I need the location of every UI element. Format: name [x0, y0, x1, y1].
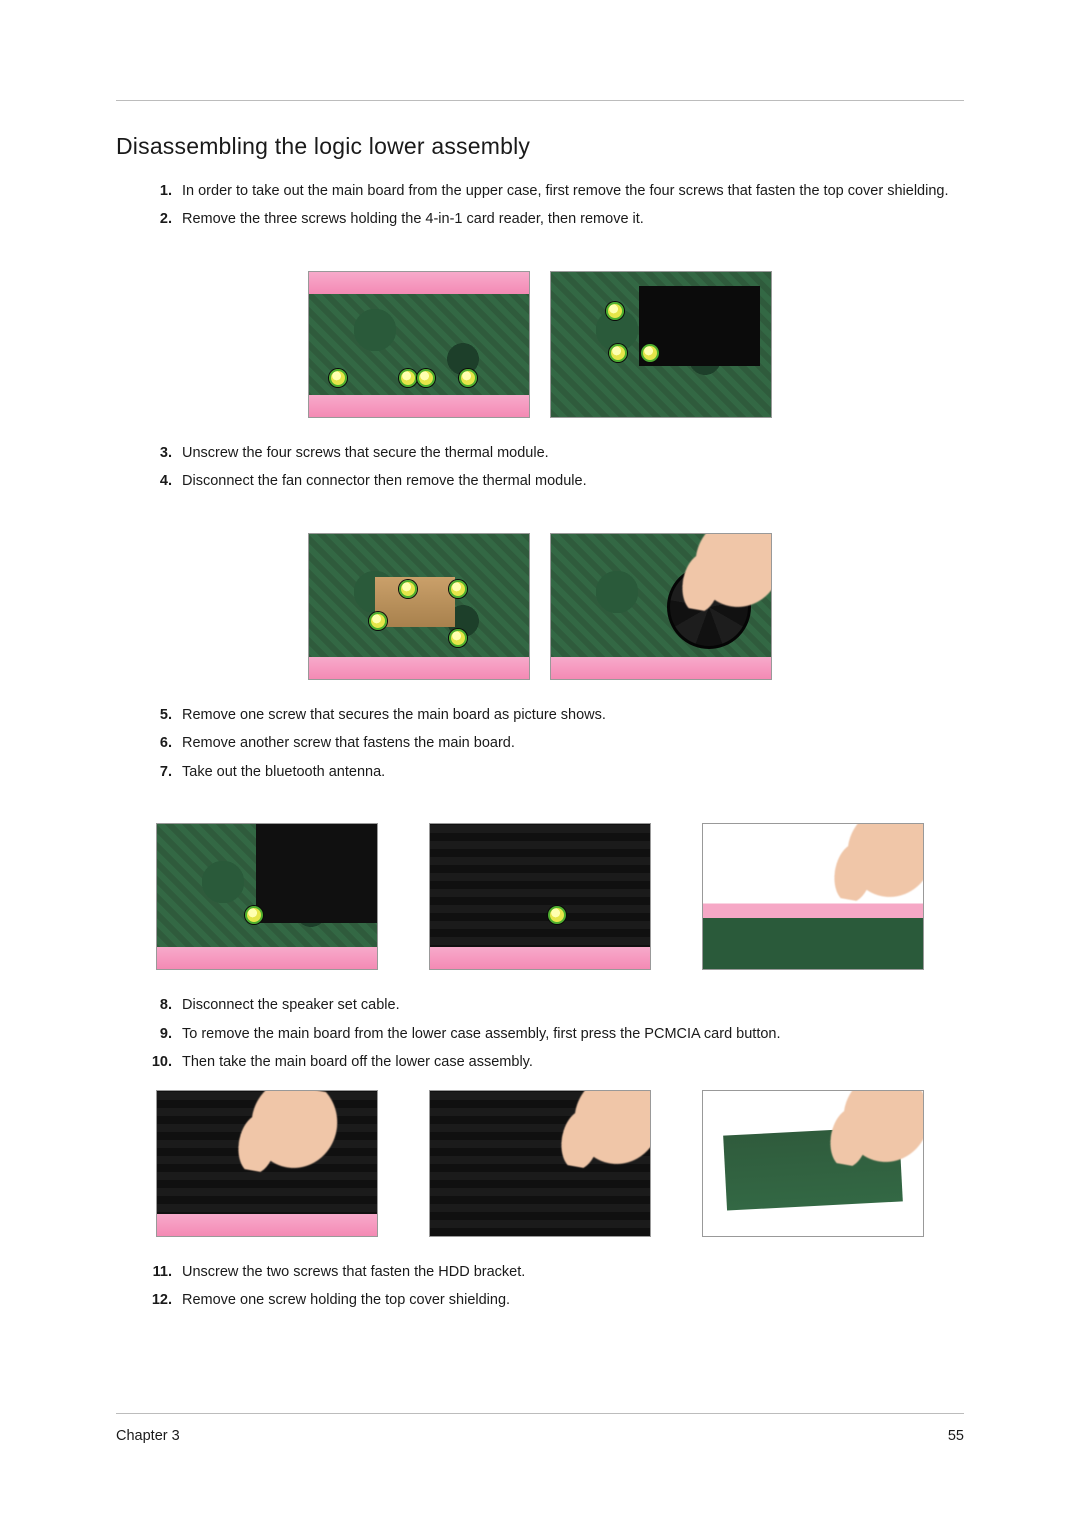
- section-heading: Disassembling the logic lower assembly: [116, 133, 964, 160]
- step-list-8-10: Disconnect the speaker set cable. To rem…: [116, 994, 964, 1073]
- photo-thermal-module-screws: [308, 533, 530, 680]
- step-3: Unscrew the four screws that secure the …: [176, 442, 964, 464]
- figure-row-3: [116, 823, 964, 970]
- photo-fan-connector: [550, 533, 772, 680]
- step-12: Remove one screw holding the top cover s…: [176, 1289, 964, 1311]
- footer-page-number: 55: [948, 1428, 964, 1444]
- step-1: In order to take out the main board from…: [176, 180, 964, 202]
- manual-page: Disassembling the logic lower assembly I…: [0, 0, 1080, 1528]
- step-list-11-12: Unscrew the two screws that fasten the H…: [116, 1261, 964, 1312]
- step-9: To remove the main board from the lower …: [176, 1023, 964, 1045]
- figure-row-2: [116, 533, 964, 680]
- photo-bluetooth-antenna: [702, 823, 924, 970]
- photo-mainboard-screw-1: [156, 823, 378, 970]
- step-7: Take out the bluetooth antenna.: [176, 761, 964, 783]
- photo-mainboard-removed: [702, 1090, 924, 1237]
- step-11: Unscrew the two screws that fasten the H…: [176, 1261, 964, 1283]
- step-list-1-2: In order to take out the main board from…: [116, 180, 964, 231]
- step-6: Remove another screw that fastens the ma…: [176, 732, 964, 754]
- photo-top-cover-screws: [308, 271, 530, 418]
- figure-row-1: [116, 271, 964, 418]
- figure-row-4: [116, 1090, 964, 1237]
- footer-chapter: Chapter 3: [116, 1428, 180, 1444]
- photo-mainboard-screw-2: [429, 823, 651, 970]
- page-footer: Chapter 3 55: [116, 1413, 964, 1444]
- step-4: Disconnect the fan connector then remove…: [176, 470, 964, 492]
- step-10: Then take the main board off the lower c…: [176, 1051, 964, 1073]
- step-8: Disconnect the speaker set cable.: [176, 994, 964, 1016]
- content-area: Disassembling the logic lower assembly I…: [116, 100, 964, 1388]
- photo-card-reader-screws: [550, 271, 772, 418]
- step-list-3-4: Unscrew the four screws that secure the …: [116, 442, 964, 493]
- step-5: Remove one screw that secures the main b…: [176, 704, 964, 726]
- step-2: Remove the three screws holding the 4-in…: [176, 208, 964, 230]
- photo-speaker-cable: [156, 1090, 378, 1237]
- photo-pcmcia-button: [429, 1090, 651, 1237]
- step-list-5-7: Remove one screw that secures the main b…: [116, 704, 964, 783]
